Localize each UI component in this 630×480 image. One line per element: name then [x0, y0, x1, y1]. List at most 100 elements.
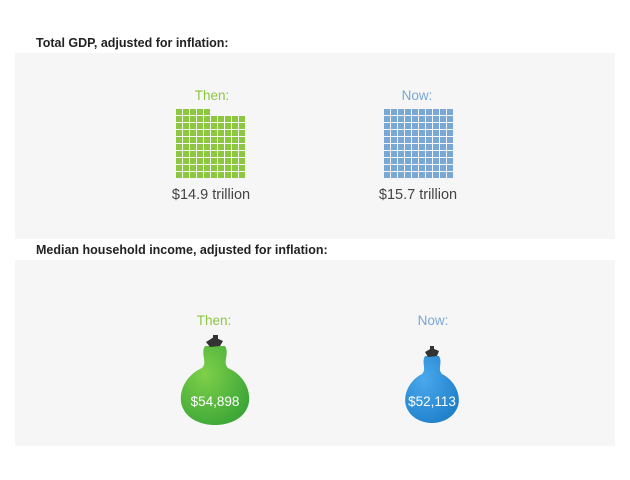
gdp-now-cell — [405, 137, 411, 143]
gdp-now-cell — [440, 172, 446, 178]
gdp-now-cell — [398, 158, 404, 164]
gdp-then-cell — [204, 130, 210, 136]
gdp-then-cell — [204, 116, 210, 122]
gdp-now-cell — [433, 109, 439, 115]
gdp-now-cell — [384, 165, 390, 171]
gdp-now-cell — [447, 137, 453, 143]
gdp-now-cell — [391, 144, 397, 150]
gdp-now-cell — [426, 144, 432, 150]
gdp-now-cell — [412, 165, 418, 171]
gdp-now-cell — [433, 130, 439, 136]
gdp-then-cell — [183, 123, 189, 129]
gdp-then-cell — [211, 144, 217, 150]
gdp-then-cell — [211, 116, 217, 122]
gdp-then-cell — [232, 151, 238, 157]
gdp-now-cell — [391, 165, 397, 171]
gdp-now-cell — [384, 137, 390, 143]
gdp-now-waffle — [384, 109, 453, 178]
gdp-then-cell — [183, 151, 189, 157]
income-then-label: Then: — [196, 313, 232, 328]
gdp-then-cell — [204, 165, 210, 171]
gdp-then-cell — [190, 158, 196, 164]
gdp-then-cell — [232, 172, 238, 178]
gdp-now-cell — [412, 137, 418, 143]
gdp-now-cell — [405, 109, 411, 115]
gdp-then-cell — [232, 130, 238, 136]
income-then-bag — [180, 335, 250, 425]
gdp-now-cell — [426, 130, 432, 136]
gdp-now-cell — [398, 137, 404, 143]
gdp-then-cell — [197, 137, 203, 143]
gdp-then-cell — [176, 137, 182, 143]
gdp-now-cell — [412, 116, 418, 122]
gdp-now-cell — [412, 172, 418, 178]
gdp-then-cell — [190, 144, 196, 150]
gdp-now-cell — [426, 165, 432, 171]
gdp-then-cell — [204, 109, 210, 115]
income-now-bag — [405, 346, 459, 423]
gdp-then-cell — [225, 151, 231, 157]
gdp-now-cell — [426, 158, 432, 164]
gdp-then-cell — [239, 144, 245, 150]
gdp-then-cell — [197, 165, 203, 171]
gdp-now-cell — [412, 158, 418, 164]
gdp-then-cell — [190, 130, 196, 136]
gdp-then-cell — [218, 165, 224, 171]
gdp-now-cell — [391, 116, 397, 122]
gdp-now-cell — [412, 151, 418, 157]
gdp-then-cell — [176, 144, 182, 150]
gdp-then-cell — [239, 116, 245, 122]
gdp-then-cell — [239, 172, 245, 178]
gdp-then-cell — [232, 144, 238, 150]
gdp-then-cell — [197, 158, 203, 164]
gdp-then-cell — [225, 165, 231, 171]
gdp-then-cell — [176, 109, 182, 115]
income-panel — [15, 260, 615, 446]
gdp-now-cell — [412, 123, 418, 129]
gdp-then-cell — [225, 158, 231, 164]
gdp-then-cell — [176, 172, 182, 178]
gdp-then-cell — [190, 123, 196, 129]
gdp-then-cell — [183, 109, 189, 115]
gdp-then-cell — [211, 172, 217, 178]
gdp-now-cell — [391, 158, 397, 164]
gdp-now-cell — [447, 165, 453, 171]
gdp-now-cell — [433, 158, 439, 164]
gdp-now-label: Now: — [401, 88, 433, 103]
gdp-then-cell — [211, 123, 217, 129]
gdp-then-cell — [183, 137, 189, 143]
gdp-now-value: $15.7 trillion — [378, 187, 458, 203]
gdp-then-cell — [183, 116, 189, 122]
gdp-now-cell — [405, 130, 411, 136]
gdp-now-cell — [433, 172, 439, 178]
gdp-now-cell — [405, 151, 411, 157]
gdp-then-cell — [211, 158, 217, 164]
income-then-bag-tie-icon — [206, 335, 223, 347]
gdp-then-cell — [211, 165, 217, 171]
gdp-then-cell — [190, 137, 196, 143]
gdp-now-cell — [419, 116, 425, 122]
gdp-now-cell — [384, 130, 390, 136]
income-now-bag-tie-icon — [425, 346, 439, 357]
gdp-panel — [15, 53, 615, 239]
gdp-then-cell — [218, 172, 224, 178]
gdp-then-cell — [183, 165, 189, 171]
gdp-then-cell — [211, 137, 217, 143]
gdp-now-cell — [398, 172, 404, 178]
gdp-now-cell — [433, 165, 439, 171]
gdp-then-cell — [218, 116, 224, 122]
gdp-now-cell — [426, 123, 432, 129]
gdp-now-cell — [398, 151, 404, 157]
gdp-now-cell — [440, 158, 446, 164]
gdp-then-cell — [204, 158, 210, 164]
gdp-now-cell — [384, 158, 390, 164]
gdp-then-cell — [239, 158, 245, 164]
gdp-then-cell — [211, 130, 217, 136]
gdp-then-cell — [197, 130, 203, 136]
gdp-then-cell — [232, 123, 238, 129]
gdp-then-cell — [204, 151, 210, 157]
gdp-then-cell — [190, 116, 196, 122]
gdp-now-cell — [440, 151, 446, 157]
gdp-now-cell — [405, 116, 411, 122]
gdp-now-cell — [447, 172, 453, 178]
